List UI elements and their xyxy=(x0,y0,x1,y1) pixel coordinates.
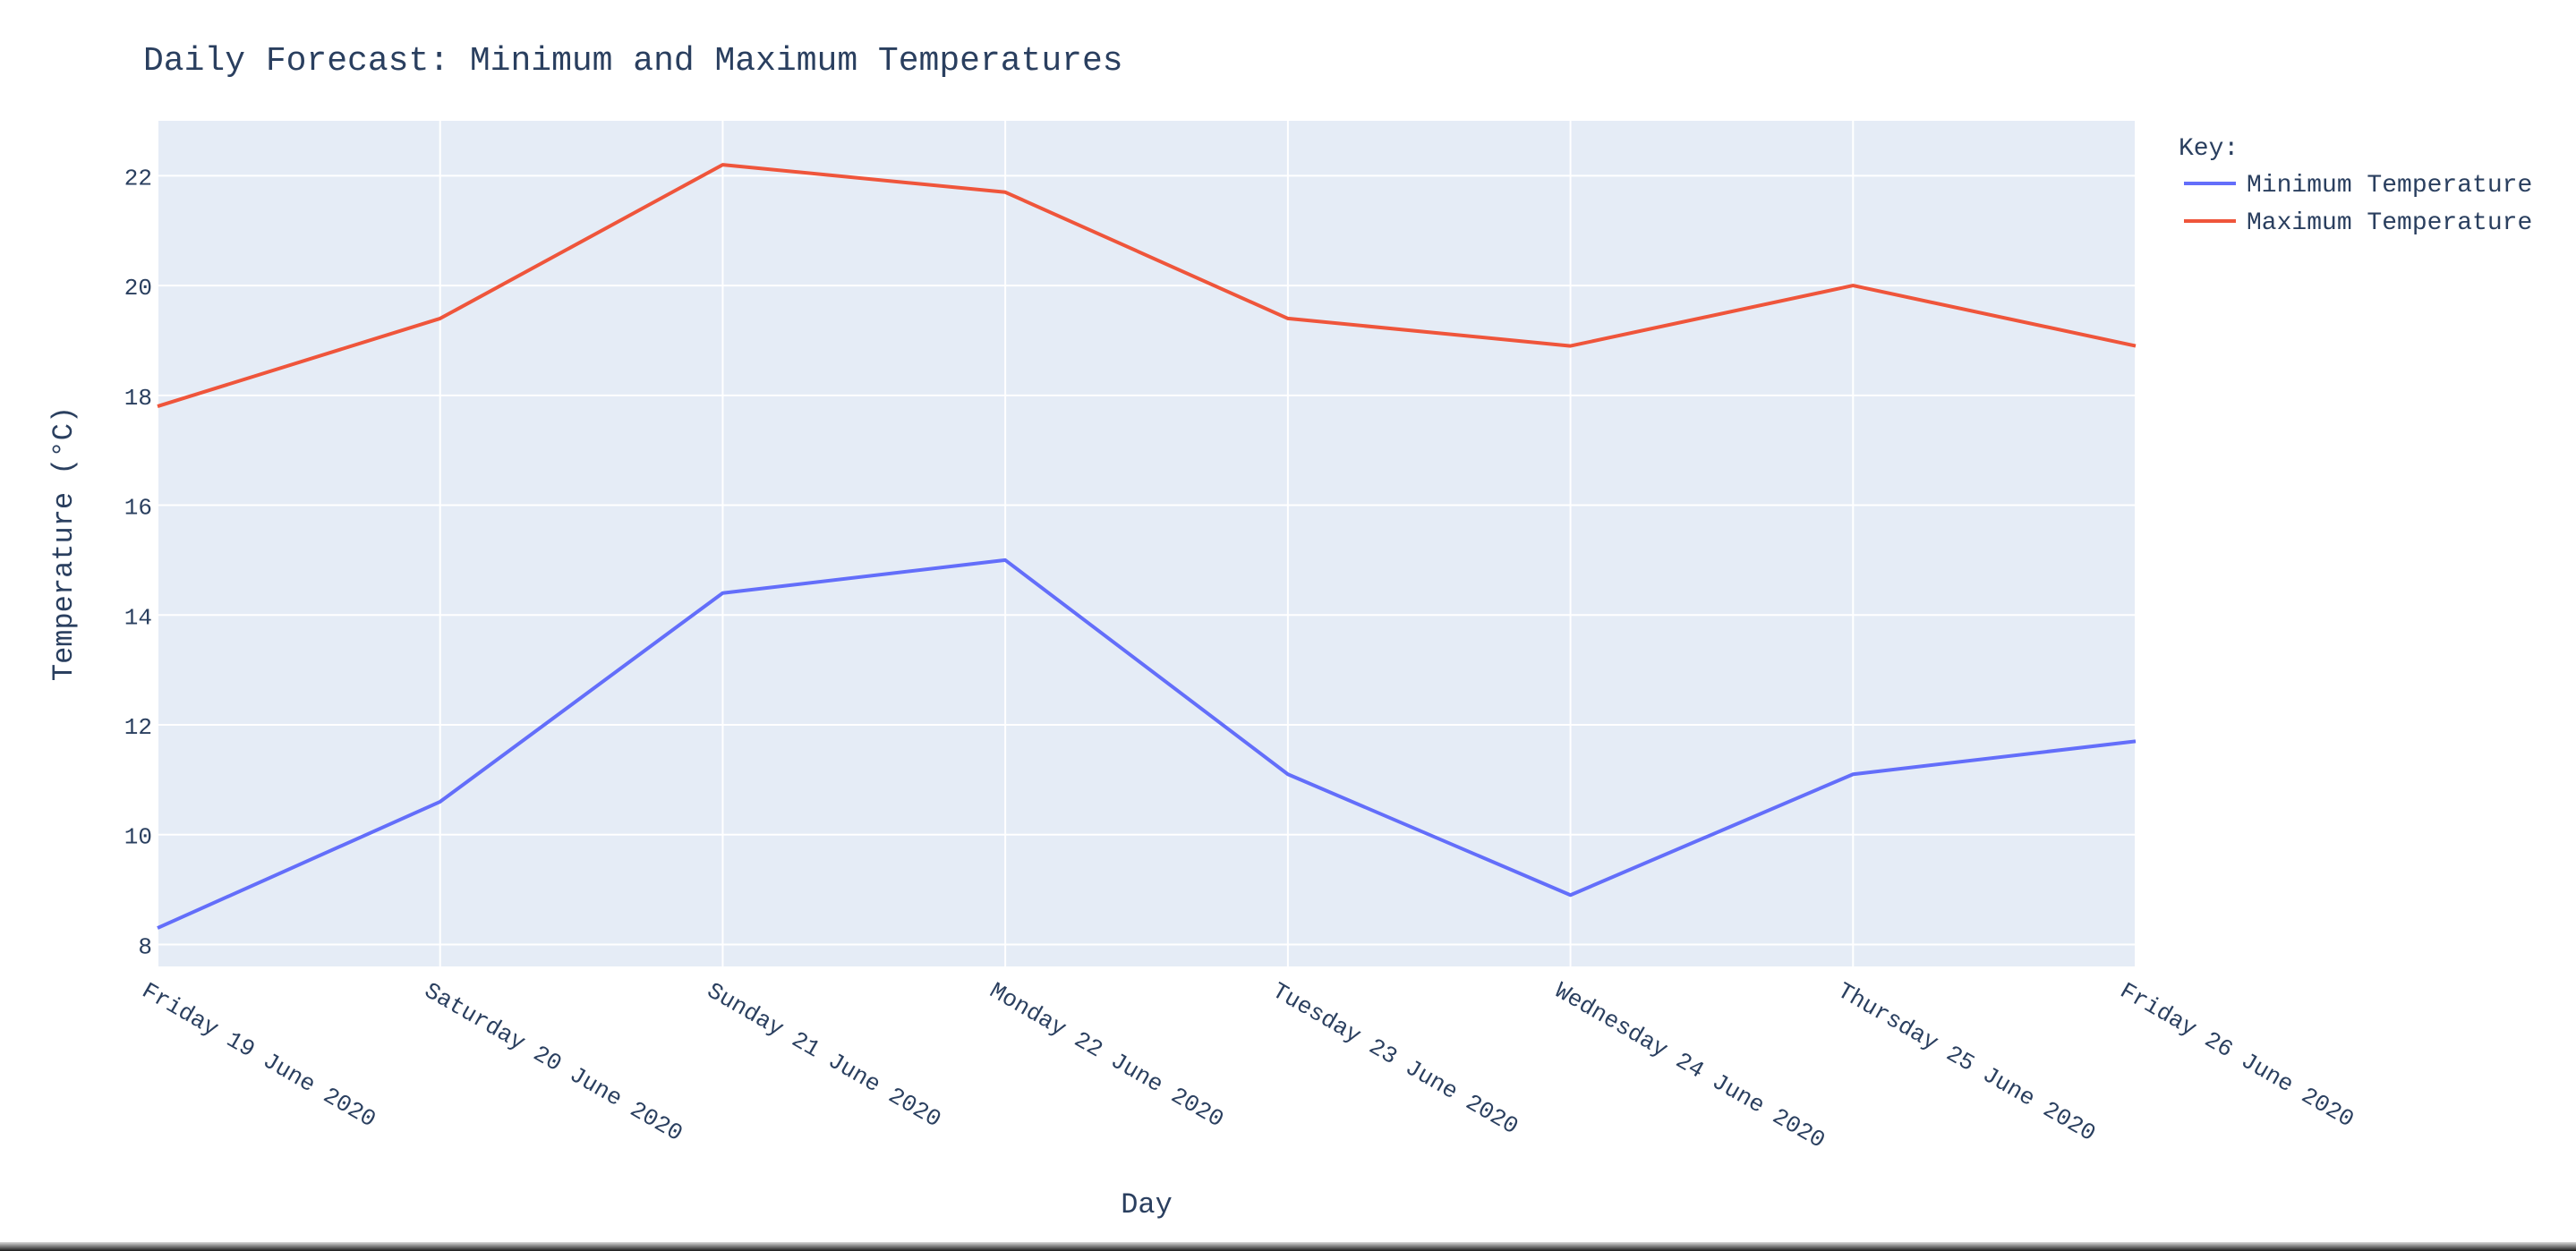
y-tick-label: 14 xyxy=(124,604,152,631)
y-tick-label: 20 xyxy=(124,275,152,302)
y-tick-label: 10 xyxy=(124,824,152,851)
series-line-maximum[interactable] xyxy=(157,163,2137,409)
plot-area xyxy=(158,121,2136,966)
data-series xyxy=(157,163,2137,930)
legend-label: Minimum Temperature xyxy=(2247,172,2532,200)
y-axis-ticks: 8 10 12 14 16 18 20 22 xyxy=(124,165,152,960)
x-tick-label: Wednesday 24 June 2020 xyxy=(1550,977,1830,1154)
x-tick-label: Saturday 20 June 2020 xyxy=(420,977,687,1147)
legend-title: Key: xyxy=(2179,135,2239,163)
gridlines xyxy=(157,121,2137,966)
x-axis-title: Day xyxy=(1121,1188,1173,1221)
legend-label: Maximum Temperature xyxy=(2247,209,2532,237)
x-tick-label: Tuesday 23 June 2020 xyxy=(1267,977,1523,1140)
y-tick-label: 8 xyxy=(138,933,152,960)
y-tick-label: 18 xyxy=(124,385,152,412)
y-tick-label: 12 xyxy=(124,714,152,741)
x-tick-label: Thursday 25 June 2020 xyxy=(1832,977,2100,1147)
x-tick-label: Friday 19 June 2020 xyxy=(137,977,380,1133)
y-tick-label: 22 xyxy=(124,165,152,191)
x-tick-label: Monday 22 June 2020 xyxy=(985,977,1228,1133)
chart-title: Daily Forecast: Minimum and Maximum Temp… xyxy=(143,42,1123,81)
legend[interactable]: Key: Minimum Temperature Maximum Temperat… xyxy=(2179,135,2532,237)
legend-item[interactable]: Minimum Temperature xyxy=(2184,172,2532,200)
y-axis-title: Temperature (°C) xyxy=(47,406,81,681)
y-tick-label: 16 xyxy=(124,495,152,522)
x-tick-label: Friday 26 June 2020 xyxy=(2115,977,2358,1133)
window-bottom-edge xyxy=(0,1242,2576,1251)
series-line-minimum[interactable] xyxy=(157,557,2137,930)
x-tick-label: Sunday 21 June 2020 xyxy=(703,977,946,1133)
legend-item[interactable]: Maximum Temperature xyxy=(2184,209,2532,237)
x-axis-ticks: Friday 19 June 2020 Saturday 20 June 2020… xyxy=(137,977,2358,1154)
